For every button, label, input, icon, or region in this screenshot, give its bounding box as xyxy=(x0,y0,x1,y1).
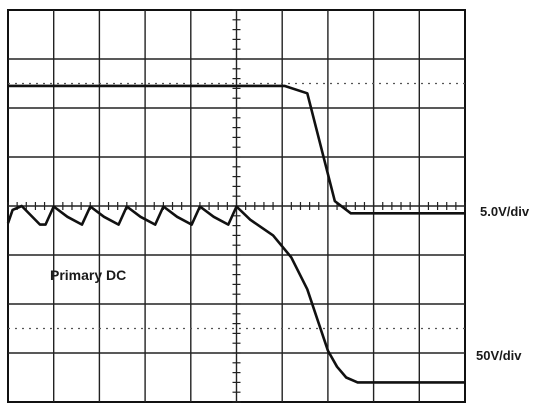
trace-1 xyxy=(8,84,465,215)
text-labels: Primary DC 5.0V/div 50V/div xyxy=(50,204,530,363)
trace-2 xyxy=(6,204,465,384)
channel-label-50v-div: 50V/div xyxy=(476,348,522,363)
channel-label-5v-div: 5.0V/div xyxy=(480,204,530,219)
traces xyxy=(6,84,465,384)
annotation-primary-dc: Primary DC xyxy=(50,267,126,283)
